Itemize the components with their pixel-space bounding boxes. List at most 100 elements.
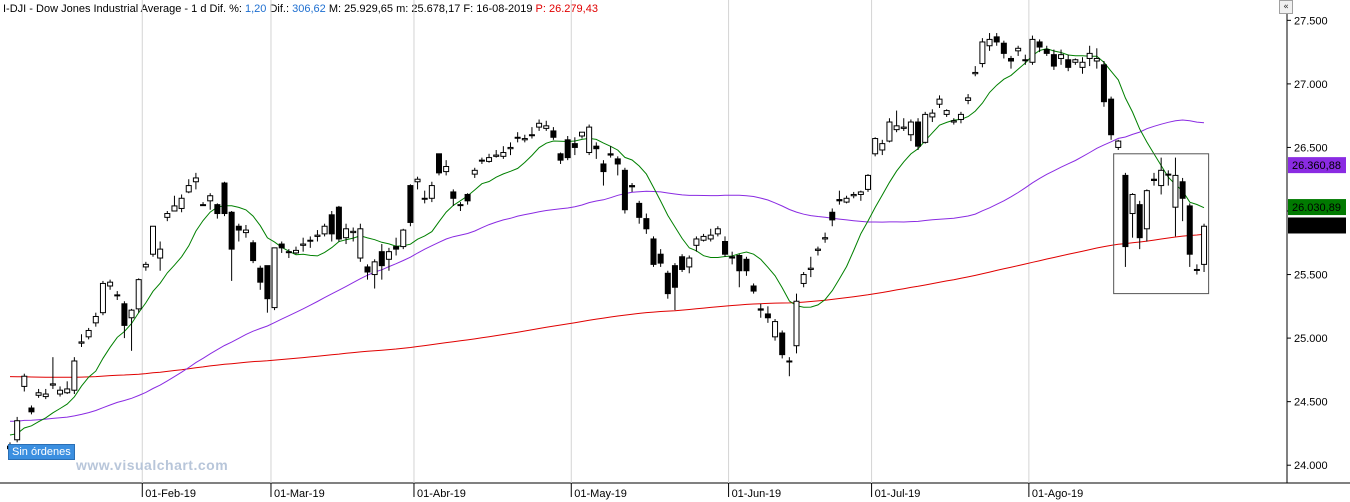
candle-body-up: [986, 38, 993, 47]
candle: [1143, 189, 1150, 242]
candle: [293, 246, 299, 255]
candle-body-down: [629, 185, 636, 188]
candle-body-up: [879, 143, 886, 151]
candle: [49, 357, 56, 389]
orders-status-badge[interactable]: Sin órdenes: [8, 444, 75, 460]
candle-body-up: [314, 234, 321, 237]
candle-body-down: [679, 256, 686, 270]
candle: [786, 357, 793, 377]
candle-body-down: [214, 204, 221, 215]
candle: [414, 176, 421, 190]
candle-body-down: [671, 265, 678, 288]
candle-body-up: [49, 383, 56, 386]
x-tick-label: 01-May-19: [574, 488, 627, 500]
candle: [407, 184, 414, 227]
candle-body-up: [92, 315, 99, 324]
candle: [1050, 49, 1057, 70]
candle-body-down: [650, 238, 657, 265]
candle: [457, 202, 464, 211]
candle-body-up: [14, 420, 21, 441]
candle-body-down: [221, 182, 228, 215]
candle: [436, 153, 442, 176]
candle-body-up: [507, 146, 514, 150]
candle: [836, 190, 843, 205]
candle: [907, 119, 914, 142]
candle: [893, 110, 900, 133]
candle-body-down: [328, 214, 335, 235]
candle: [121, 301, 128, 339]
candle-body-down: [1000, 42, 1007, 54]
dif-label: Dif.:: [269, 3, 289, 15]
candle: [722, 236, 728, 257]
candle: [478, 157, 485, 164]
candle-body-up: [371, 261, 378, 276]
candle: [450, 189, 457, 206]
candle: [514, 132, 521, 143]
candle-body-down: [736, 254, 743, 272]
candle: [421, 190, 428, 204]
candle: [829, 208, 836, 227]
min-value: m: 25.678,17: [396, 3, 460, 15]
candle: [242, 224, 249, 238]
candle: [221, 181, 228, 217]
candle-body-down: [600, 163, 607, 173]
candle-body-down: [257, 267, 264, 283]
candle: [1072, 58, 1079, 65]
candle-body-up: [786, 360, 793, 363]
candle: [679, 254, 686, 273]
candle-body-up: [1129, 193, 1136, 215]
candle-body-down: [657, 253, 664, 264]
candle-body-up: [943, 110, 950, 115]
candle: [400, 228, 407, 250]
candle-body-down: [1186, 205, 1193, 255]
candle-body-up: [107, 281, 114, 287]
candle: [636, 200, 643, 224]
candle-body-up: [543, 125, 550, 129]
candle-body-down: [621, 169, 628, 211]
candle-body-down: [636, 202, 643, 218]
candle: [1115, 139, 1122, 150]
candle-body-up: [1193, 268, 1200, 271]
candle-body-up: [965, 97, 972, 101]
candle: [385, 247, 392, 271]
x-axis-ticks: 01-Feb-19 01-Mar-19 01-Abr-19 01-May-19 01-J…: [141, 0, 1083, 500]
candle: [28, 405, 35, 415]
scroll-left-button[interactable]: «: [1279, 0, 1293, 14]
candle-body-up: [350, 230, 357, 234]
candle-body-down: [564, 139, 571, 159]
candle-body-up: [893, 125, 900, 131]
candle-body-up: [1072, 59, 1079, 63]
candle-body-down: [743, 258, 750, 272]
candle: [593, 142, 600, 159]
candle: [1201, 223, 1208, 273]
candle-body-up: [807, 267, 814, 270]
candle: [150, 225, 156, 257]
candle-body-up: [822, 237, 829, 240]
candle-body-up: [1079, 61, 1086, 68]
candle-body-up: [950, 120, 957, 123]
candle-body-down: [607, 153, 614, 156]
candle-body-up: [1115, 140, 1122, 148]
candle: [257, 265, 264, 290]
candle-body-up: [536, 122, 543, 128]
candle-body-up: [99, 282, 106, 314]
dif-pct-value: 1,20: [245, 3, 266, 15]
candle-body-up: [772, 321, 779, 338]
sma-slow-badge-bg: [1288, 217, 1346, 234]
candle: [200, 202, 207, 207]
candle: [1022, 54, 1029, 65]
candle-body-up: [271, 247, 278, 309]
candle: [550, 127, 557, 140]
candle-body-up: [1201, 225, 1208, 265]
sma-fast-line: [9, 48, 1205, 436]
candle: [1079, 57, 1086, 74]
candle-body-down: [464, 193, 471, 202]
candle-body-down: [1108, 98, 1115, 136]
highlight-box[interactable]: [1113, 153, 1210, 295]
candle: [214, 203, 221, 219]
candle: [1193, 264, 1200, 275]
candle: [686, 255, 693, 274]
candle: [1172, 157, 1179, 237]
candle: [714, 226, 721, 237]
